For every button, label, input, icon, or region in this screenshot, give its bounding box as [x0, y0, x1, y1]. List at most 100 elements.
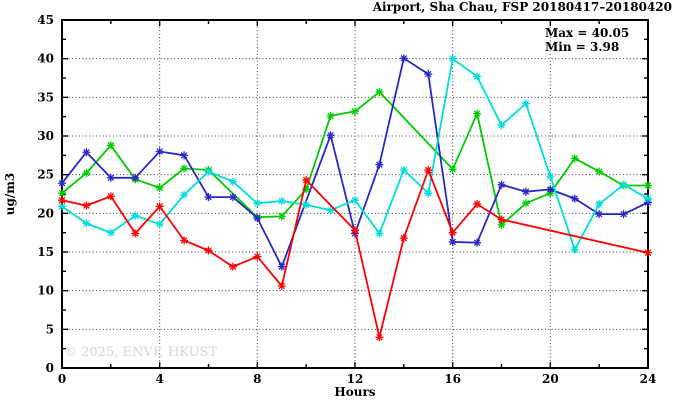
green-marker: [644, 181, 652, 190]
cyan-marker: [180, 190, 189, 199]
cyan-marker: [253, 199, 262, 208]
blue-marker: [375, 160, 384, 169]
y-tick-label: 15: [37, 245, 54, 259]
blue-marker: [106, 173, 115, 182]
data-series: [58, 54, 652, 342]
series-green: [58, 87, 652, 229]
y-tick-label: 0: [46, 361, 54, 375]
cyan-marker: [619, 180, 628, 189]
green-marker: [448, 165, 457, 174]
cyan-marker: [521, 99, 530, 108]
series-red: [58, 166, 652, 342]
cyan-marker: [595, 200, 604, 209]
red-marker: [82, 201, 91, 210]
green-marker: [473, 109, 482, 118]
y-tick-label: 10: [37, 284, 54, 298]
x-tick-label: 24: [640, 372, 657, 386]
red-marker: [375, 333, 384, 342]
green-marker: [595, 167, 604, 176]
cyan-marker: [351, 196, 359, 205]
cyan-marker: [106, 228, 115, 237]
blue-marker: [228, 193, 237, 202]
red-marker: [351, 226, 359, 235]
blue-marker: [448, 237, 457, 246]
blue-marker: [521, 187, 530, 196]
cyan-marker: [424, 189, 433, 198]
y-tick-label: 45: [37, 13, 54, 27]
blue-marker: [595, 210, 604, 219]
cyan-marker: [473, 72, 482, 81]
blue-marker: [473, 238, 482, 247]
cyan-marker: [570, 245, 579, 254]
red-marker: [424, 166, 433, 175]
blue-marker: [326, 131, 335, 140]
red-marker: [106, 192, 115, 201]
cyan-marker: [302, 200, 311, 209]
y-tick-label: 35: [37, 90, 54, 104]
green-marker: [180, 164, 189, 173]
x-tick-label: 12: [347, 372, 364, 386]
blue-marker: [58, 179, 66, 188]
cyan-marker: [399, 166, 408, 175]
red-marker: [155, 202, 164, 211]
red-marker: [253, 252, 262, 261]
red-marker: [644, 248, 652, 257]
y-tick-label: 25: [37, 168, 54, 182]
green-line: [61, 91, 648, 226]
green-marker: [82, 169, 91, 178]
green-marker: [521, 199, 530, 208]
red-marker: [131, 229, 140, 238]
green-marker: [58, 189, 66, 198]
red-marker: [399, 234, 408, 243]
cyan-marker: [375, 229, 384, 238]
blue-marker: [619, 210, 628, 219]
cyan-marker: [644, 194, 652, 203]
cyan-marker: [82, 219, 91, 228]
min-annotation: Min = 3.98: [545, 40, 619, 54]
red-marker: [473, 200, 482, 209]
blue-marker: [497, 180, 506, 189]
axis-ticks: [61, 19, 649, 369]
blue-marker: [399, 54, 408, 63]
y-tick-label: 30: [37, 129, 54, 143]
y-tick-label: 40: [37, 52, 54, 66]
y-tick-label: 5: [46, 322, 54, 336]
series-cyan: [58, 54, 652, 254]
blue-marker: [277, 262, 286, 271]
blue-marker: [155, 147, 164, 156]
x-axis-label: Hours: [334, 385, 375, 399]
x-tick-label: 0: [58, 372, 66, 386]
green-marker: [497, 220, 506, 229]
blue-marker: [131, 173, 140, 182]
green-marker: [326, 111, 335, 120]
red-marker: [58, 196, 66, 205]
green-marker: [155, 183, 164, 192]
blue-marker: [253, 213, 262, 222]
red-marker: [180, 236, 189, 245]
x-tick-label: 8: [253, 372, 261, 386]
x-tick-label: 20: [542, 372, 559, 386]
chart-title: Airport, Sha Chau, FSP 20180417–20180420: [372, 0, 672, 14]
blue-marker: [204, 193, 213, 202]
cyan-marker: [204, 167, 213, 176]
green-marker: [351, 107, 359, 116]
red-marker: [497, 215, 506, 224]
red-marker: [302, 176, 311, 185]
cyan-marker: [497, 121, 506, 130]
red-marker: [277, 282, 286, 291]
red-marker: [448, 228, 457, 237]
x-tick-label: 4: [155, 372, 163, 386]
green-marker: [570, 154, 579, 163]
y-tick-label: 20: [37, 206, 54, 220]
cyan-marker: [277, 196, 286, 205]
blue-marker: [424, 70, 433, 79]
green-marker: [277, 212, 286, 221]
red-marker: [204, 246, 213, 255]
blue-marker: [180, 151, 189, 160]
y-axis-label: ug/m3: [3, 173, 17, 216]
max-annotation: Max = 40.05: [545, 26, 629, 40]
cyan-marker: [155, 220, 164, 229]
x-tick-label: 16: [444, 372, 461, 386]
